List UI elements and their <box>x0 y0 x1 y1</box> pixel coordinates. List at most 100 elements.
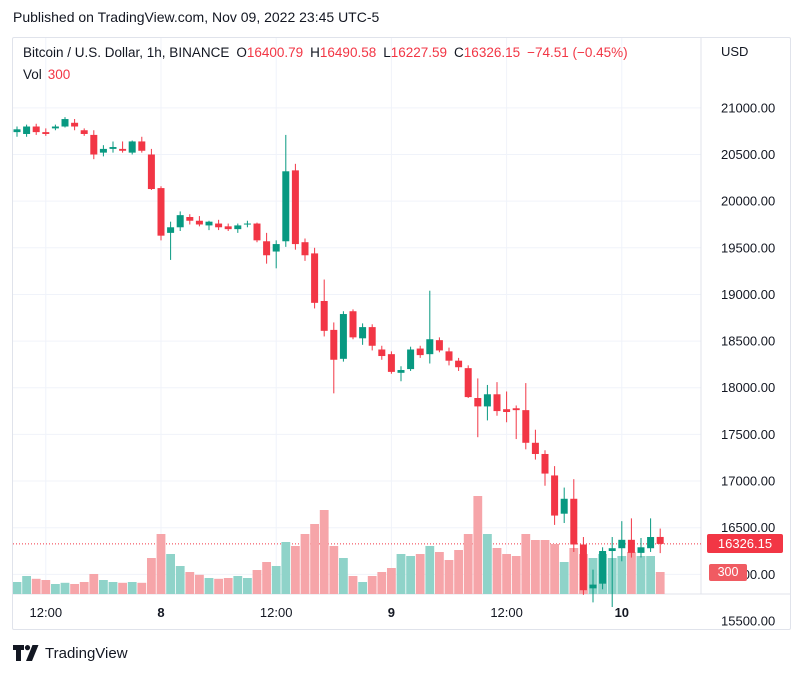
candlestick-chart[interactable]: 15500.0016000.0016500.0017000.0017500.00… <box>13 38 790 629</box>
x-tick-label: 10 <box>615 605 629 620</box>
volume-bar <box>243 578 252 594</box>
volume-bar <box>99 580 108 594</box>
low-label: L <box>383 45 391 60</box>
candle-body <box>243 223 251 225</box>
candle-body <box>23 126 31 134</box>
volume-bar <box>627 552 636 594</box>
candle-body <box>445 351 453 361</box>
volume-bar <box>271 566 281 594</box>
candle-body <box>493 394 501 412</box>
volume-bar <box>358 582 367 594</box>
volume-bar <box>51 584 60 594</box>
candle-body <box>378 349 386 357</box>
chart-frame[interactable]: 15500.00 16000.00 16500.00 17000.00 17500.00… <box>12 37 791 630</box>
candle-body <box>71 122 79 127</box>
volume-bar <box>31 578 41 594</box>
x-tick-label: 9 <box>388 605 395 620</box>
volume-bar <box>147 558 156 594</box>
volume-bar <box>502 554 511 594</box>
candle-body <box>589 584 597 589</box>
price-axis: 15500.0016000.0016500.0017000.0017500.00… <box>721 100 775 628</box>
candle-body <box>128 141 136 153</box>
volume-bar <box>22 576 31 594</box>
candle-body <box>51 126 59 129</box>
y-tick-label: 20500.00 <box>721 147 775 162</box>
candle-body <box>42 132 50 134</box>
volume-bar <box>511 556 521 594</box>
candle-body <box>147 154 155 190</box>
candle-body <box>263 241 271 256</box>
volume-bar <box>262 562 271 594</box>
candle-body <box>551 475 559 516</box>
tradingview-logo-icon <box>13 645 39 661</box>
y-tick-label: 17500.00 <box>721 427 775 442</box>
volume-bar <box>444 560 454 594</box>
candle-body <box>330 329 338 360</box>
candle-body <box>656 536 664 544</box>
volume-value: 300 <box>47 67 71 82</box>
volume-bar <box>79 582 89 594</box>
volume-bar <box>387 568 396 594</box>
volume-bar <box>396 554 406 594</box>
volume-bar <box>483 534 492 594</box>
open-label: O <box>236 45 247 60</box>
candle-body <box>474 398 482 407</box>
x-tick-label: 12:00 <box>490 605 523 620</box>
candle-body <box>397 370 405 373</box>
candle-body <box>253 223 261 241</box>
candle-body <box>503 409 511 413</box>
candle-body <box>647 537 655 549</box>
candle-body <box>234 225 242 230</box>
candle-body <box>387 354 395 372</box>
volume-bar <box>559 562 569 594</box>
y-tick-label: 17000.00 <box>721 474 775 489</box>
volume-bar <box>156 534 166 594</box>
volume-bar <box>540 540 550 594</box>
volume-bar <box>319 510 329 594</box>
volume-bar <box>175 566 185 594</box>
volume-bar <box>118 582 127 594</box>
volume-bar <box>70 584 79 594</box>
high-value: 16490.58 <box>319 45 377 60</box>
candle-body <box>282 171 290 242</box>
candle-body <box>416 348 424 356</box>
candle-body <box>119 148 127 151</box>
candle-body <box>531 442 539 454</box>
volume-bar <box>233 576 243 594</box>
volume-bar <box>367 576 377 594</box>
volume-bar <box>310 524 319 594</box>
candle-body <box>32 126 40 133</box>
volume-bar <box>646 556 655 594</box>
candle-body <box>483 394 491 407</box>
time-axis: 12:00 8 12:00 9 12:00 10 <box>30 605 630 620</box>
volume-label: Vol <box>23 67 42 82</box>
volume-bar <box>655 572 665 594</box>
volume-bar <box>339 558 348 594</box>
candle-body <box>272 244 280 252</box>
x-tick-label: 8 <box>157 605 164 620</box>
volume-bar <box>415 554 425 594</box>
candle-body <box>407 349 415 370</box>
candle-body <box>195 220 203 225</box>
candle-body <box>599 551 607 584</box>
y-tick-label: 15500.00 <box>721 613 775 628</box>
volume-bar <box>550 544 559 594</box>
candle-body <box>339 314 347 359</box>
y-tick-label: 18500.00 <box>721 334 775 349</box>
volume-bar <box>60 582 70 594</box>
y-tick-label: 16500.00 <box>721 520 775 535</box>
candle-body <box>215 223 223 228</box>
candle-body <box>157 188 165 236</box>
volume-bar <box>223 578 233 594</box>
candle-body <box>320 300 328 331</box>
volume-bar <box>425 546 435 594</box>
volume-bar <box>406 556 415 594</box>
candle-body <box>368 327 376 346</box>
volume-bar <box>463 534 473 594</box>
volume-bar <box>41 580 51 594</box>
candle-body <box>522 410 530 443</box>
candle-body <box>13 129 21 133</box>
symbol-title: Bitcoin / U.S. Dollar, 1h, BINANCE <box>23 45 230 60</box>
symbol-legend: Bitcoin / U.S. Dollar, 1h, BINANCE O16400… <box>23 45 628 60</box>
candle-body <box>570 498 578 545</box>
